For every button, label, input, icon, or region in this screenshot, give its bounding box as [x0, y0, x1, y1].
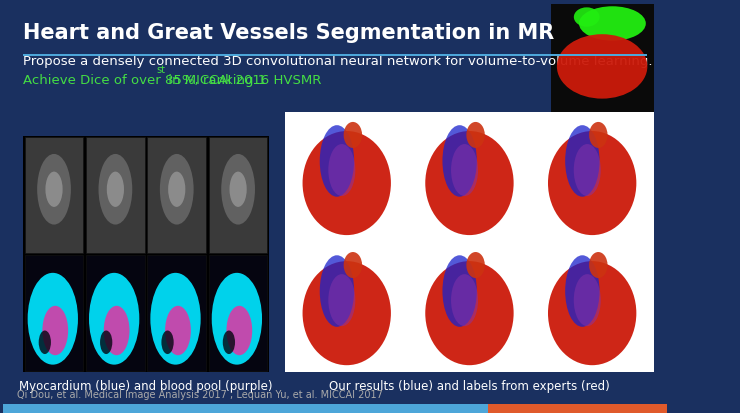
- Ellipse shape: [574, 7, 599, 27]
- Ellipse shape: [226, 306, 252, 355]
- Text: Propose a densely connected 3D convolutional neural network for volume-to-volume: Propose a densely connected 3D convoluti…: [24, 55, 653, 68]
- Ellipse shape: [212, 273, 262, 365]
- Ellipse shape: [574, 274, 601, 326]
- Ellipse shape: [104, 306, 130, 355]
- Ellipse shape: [548, 261, 636, 365]
- FancyBboxPatch shape: [551, 4, 653, 112]
- Text: st: st: [157, 65, 166, 75]
- Ellipse shape: [160, 154, 194, 225]
- Ellipse shape: [557, 34, 648, 99]
- Ellipse shape: [303, 131, 391, 235]
- Ellipse shape: [98, 154, 132, 225]
- Ellipse shape: [89, 273, 139, 365]
- FancyBboxPatch shape: [24, 137, 84, 253]
- Ellipse shape: [329, 144, 355, 196]
- Ellipse shape: [425, 131, 514, 235]
- FancyBboxPatch shape: [147, 137, 206, 253]
- FancyBboxPatch shape: [86, 137, 145, 253]
- Bar: [4, 404, 488, 413]
- Text: Heart and Great Vessels Segmentation in MR: Heart and Great Vessels Segmentation in …: [24, 24, 554, 43]
- Ellipse shape: [42, 306, 68, 355]
- Ellipse shape: [466, 122, 485, 148]
- FancyBboxPatch shape: [147, 255, 206, 371]
- Ellipse shape: [451, 274, 478, 326]
- Ellipse shape: [548, 131, 636, 235]
- Ellipse shape: [27, 273, 78, 365]
- Ellipse shape: [45, 172, 63, 207]
- Ellipse shape: [589, 122, 608, 148]
- Ellipse shape: [425, 261, 514, 365]
- Ellipse shape: [37, 154, 71, 225]
- Ellipse shape: [579, 6, 646, 40]
- Ellipse shape: [589, 252, 608, 278]
- Bar: [488, 404, 667, 413]
- Ellipse shape: [303, 261, 391, 365]
- Ellipse shape: [443, 125, 477, 197]
- Ellipse shape: [565, 255, 599, 327]
- Ellipse shape: [320, 125, 354, 197]
- Ellipse shape: [565, 125, 599, 197]
- Ellipse shape: [466, 252, 485, 278]
- FancyBboxPatch shape: [24, 136, 269, 372]
- FancyBboxPatch shape: [286, 112, 653, 372]
- Bar: [24, 54, 647, 56]
- Ellipse shape: [161, 330, 174, 354]
- FancyBboxPatch shape: [209, 137, 267, 253]
- Ellipse shape: [100, 330, 112, 354]
- Ellipse shape: [343, 252, 362, 278]
- Text: Our results (blue) and labels from experts (red): Our results (blue) and labels from exper…: [329, 380, 610, 393]
- Ellipse shape: [168, 172, 185, 207]
- Ellipse shape: [343, 122, 362, 148]
- Ellipse shape: [320, 255, 354, 327]
- Ellipse shape: [165, 306, 191, 355]
- Ellipse shape: [221, 154, 255, 225]
- FancyBboxPatch shape: [209, 255, 267, 371]
- Ellipse shape: [223, 330, 235, 354]
- Ellipse shape: [329, 274, 355, 326]
- Ellipse shape: [229, 172, 246, 207]
- Text: Qi Dou, et al. Medical Image Analysis 2017 ; Lequan Yu, et al. MICCAI 2017: Qi Dou, et al. Medical Image Analysis 20…: [17, 390, 383, 400]
- Ellipse shape: [107, 172, 124, 207]
- Text: Achieve Dice of over 85%, ranking 1: Achieve Dice of over 85%, ranking 1: [24, 74, 266, 87]
- Text: Myocardium (blue) and blood pool (purple): Myocardium (blue) and blood pool (purple…: [19, 380, 273, 393]
- Ellipse shape: [451, 144, 478, 196]
- FancyBboxPatch shape: [86, 255, 145, 371]
- Text: in MICCAI 2016 HVSMR: in MICCAI 2016 HVSMR: [164, 74, 321, 87]
- Ellipse shape: [150, 273, 201, 365]
- Ellipse shape: [38, 330, 51, 354]
- FancyBboxPatch shape: [24, 255, 84, 371]
- Ellipse shape: [574, 144, 601, 196]
- Ellipse shape: [443, 255, 477, 327]
